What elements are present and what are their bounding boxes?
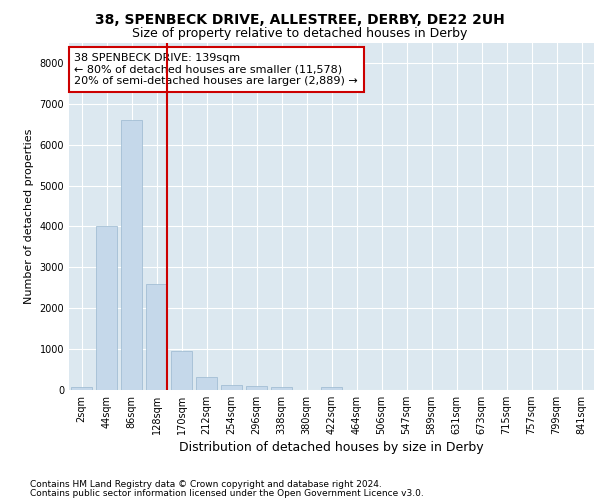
Text: 38 SPENBECK DRIVE: 139sqm
← 80% of detached houses are smaller (11,578)
20% of s: 38 SPENBECK DRIVE: 139sqm ← 80% of detac… [74,53,358,86]
Text: 38, SPENBECK DRIVE, ALLESTREE, DERBY, DE22 2UH: 38, SPENBECK DRIVE, ALLESTREE, DERBY, DE… [95,12,505,26]
Bar [221,384,242,390]
Bar [196,376,217,390]
Bar [246,386,267,390]
Text: Size of property relative to detached houses in Derby: Size of property relative to detached ho… [133,28,467,40]
Bar [271,387,292,390]
Bar [121,120,142,390]
X-axis label: Distribution of detached houses by size in Derby: Distribution of detached houses by size … [179,442,484,454]
Bar [71,387,92,390]
Y-axis label: Number of detached properties: Number of detached properties [24,128,34,304]
Bar [171,351,192,390]
Bar [321,387,342,390]
Text: Contains public sector information licensed under the Open Government Licence v3: Contains public sector information licen… [30,488,424,498]
Bar [96,226,117,390]
Text: Contains HM Land Registry data © Crown copyright and database right 2024.: Contains HM Land Registry data © Crown c… [30,480,382,489]
Bar [146,284,167,390]
